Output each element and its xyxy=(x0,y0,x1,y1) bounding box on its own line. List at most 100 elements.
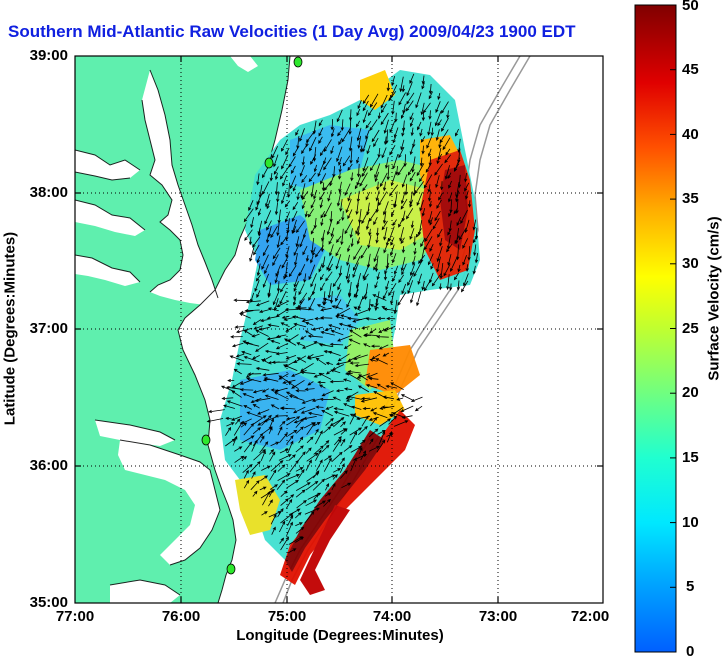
velocity-arrow xyxy=(241,350,252,356)
velocity-arrow xyxy=(428,83,433,95)
velocity-arrow xyxy=(241,455,247,462)
velocity-arrow xyxy=(377,316,386,321)
velocity-arrow xyxy=(289,459,299,473)
velocity-arrow xyxy=(288,265,297,278)
velocity-arrow xyxy=(278,375,290,383)
velocity-arrow xyxy=(295,467,304,472)
colorbar-ticks xyxy=(670,69,676,588)
velocity-arrow xyxy=(409,145,414,156)
velocity-arrow xyxy=(328,324,341,329)
velocity-arrow xyxy=(288,394,305,401)
velocity-arrow xyxy=(305,499,318,507)
velocity-arrow xyxy=(321,409,333,417)
velocity-arrow xyxy=(362,110,368,124)
velocity-arrow xyxy=(287,381,299,390)
velocity-arrow xyxy=(301,398,315,404)
velocity-arrow xyxy=(391,75,395,87)
velocity-arrow xyxy=(313,445,324,455)
velocity-arrow xyxy=(300,407,316,414)
velocity-arrow xyxy=(368,208,379,222)
velocity-arrow xyxy=(252,404,260,409)
velocity-arrow xyxy=(269,469,277,481)
velocity-arrow xyxy=(438,192,443,201)
velocity-arrow xyxy=(369,119,378,131)
velocity-arrow xyxy=(338,165,342,173)
velocity-arrow xyxy=(330,145,334,155)
velocity-arrow xyxy=(259,441,269,454)
velocity-arrow xyxy=(234,455,245,463)
velocity-arrow xyxy=(367,234,372,249)
velocity-arrow xyxy=(401,246,406,254)
velocity-arrow xyxy=(249,247,255,262)
velocity-arrow xyxy=(305,321,314,326)
velocity-arrow xyxy=(385,157,389,169)
colorbar-tick-label: 40 xyxy=(682,126,699,143)
velocity-arrow xyxy=(474,253,479,264)
velocity-arrow xyxy=(337,353,350,362)
velocity-arrow xyxy=(310,255,314,264)
velocity-arrow xyxy=(279,281,288,293)
velocity-arrow xyxy=(409,112,414,121)
velocity-arrow xyxy=(257,409,270,415)
velocity-arrow xyxy=(313,217,317,229)
velocity-arrow xyxy=(265,234,270,244)
velocity-arrow xyxy=(437,228,443,238)
velocity-arrow xyxy=(313,189,318,200)
velocity-arrow xyxy=(295,389,306,393)
velocity-arrow xyxy=(331,482,336,491)
velocity-arrow xyxy=(325,417,334,426)
velocity-arrow xyxy=(330,227,335,237)
velocity-arrow xyxy=(345,264,350,280)
velocity-arrow xyxy=(320,236,325,253)
velocity-arrow xyxy=(431,273,442,287)
velocity-arrow xyxy=(393,420,409,427)
velocity-arrow xyxy=(370,416,378,427)
velocity-arrow xyxy=(325,406,334,410)
velocity-arrow xyxy=(293,406,306,414)
tick-marks xyxy=(75,56,603,603)
chesapeake-bay xyxy=(142,70,218,305)
velocity-arrow xyxy=(318,372,332,380)
velocity-arrow xyxy=(352,317,368,323)
velocity-arrow xyxy=(324,455,332,461)
velocity-arrow xyxy=(257,208,261,217)
velocity-arrow xyxy=(338,172,342,180)
velocity-arrow xyxy=(256,290,261,299)
velocity-arrow xyxy=(276,479,286,490)
velocity-arrow xyxy=(231,380,244,388)
velocity-arrow xyxy=(353,354,368,360)
velocity-arrow xyxy=(439,263,444,280)
velocity-arrow xyxy=(246,377,262,383)
velocity-arrow xyxy=(279,165,290,180)
velocity-arrow xyxy=(273,154,279,168)
velocity-arrow xyxy=(243,329,253,336)
velocity-arrow xyxy=(310,227,315,235)
velocity-arrow xyxy=(388,282,397,297)
velocity-arrow xyxy=(362,94,370,105)
velocity-arrow xyxy=(287,429,298,437)
velocity-arrow xyxy=(361,415,369,427)
velocity-arrow xyxy=(251,333,260,338)
velocity-arrow xyxy=(413,262,422,278)
lat-tick-label: 39:00 xyxy=(29,47,68,64)
velocity-arrow xyxy=(274,202,279,216)
velocity-arrow xyxy=(287,514,294,526)
velocity-arrow xyxy=(255,367,270,371)
velocity-arrow xyxy=(263,377,279,382)
velocity-arrow xyxy=(425,164,431,173)
velocity-arrow xyxy=(260,318,269,323)
velocity-arrow xyxy=(407,271,415,286)
velocity-arrow xyxy=(430,127,434,137)
velocity-arrow xyxy=(426,136,433,149)
colorbar-tick-label: 0 xyxy=(686,643,695,660)
velocity-arrow xyxy=(293,322,307,328)
velocity-arrow xyxy=(349,431,358,444)
velocity-arrow xyxy=(285,416,296,421)
velocity-arrow xyxy=(318,263,323,273)
velocity-arrow xyxy=(339,463,345,473)
velocity-arrow xyxy=(314,245,324,258)
velocity-arrow xyxy=(321,444,330,453)
colorbar-tick-label: 15 xyxy=(682,449,699,466)
velocity-arrow xyxy=(286,473,300,481)
velocity-arrow xyxy=(304,210,309,218)
